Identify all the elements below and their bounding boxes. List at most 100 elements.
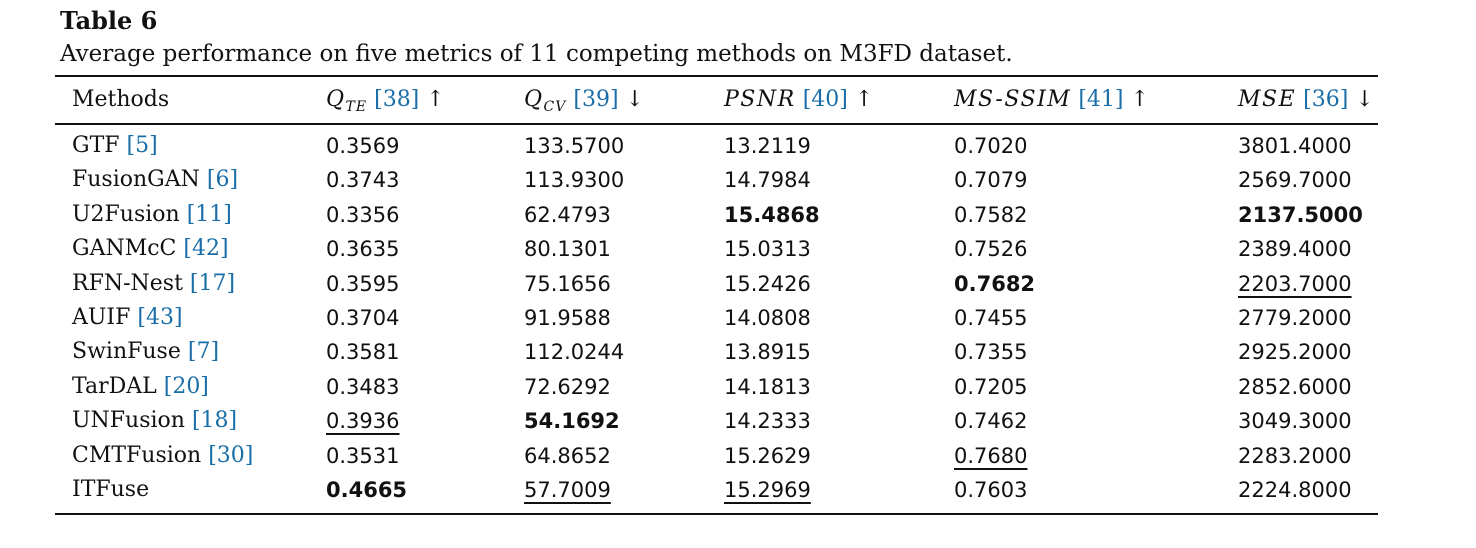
method-name: TarDAL: [72, 373, 157, 399]
method-citation: [17]: [189, 270, 236, 296]
metric-value-cell: 0.7462: [954, 409, 1028, 434]
header-metric: MS-SSIM: [954, 87, 1072, 112]
metric-value-cell: 133.5700: [524, 134, 625, 158]
metric-value-cell: 72.6292: [524, 374, 611, 399]
header-citation: [41]: [1078, 87, 1124, 112]
metric-value-cell: 0.3356: [326, 202, 400, 227]
metric-value-cell: 0.3595: [326, 271, 400, 296]
method-citation: [7]: [187, 339, 220, 365]
metric-value-cell: 0.3531: [326, 443, 400, 468]
arrow-up-icon: ↑: [426, 87, 445, 112]
metric-value-cell: 15.2969: [724, 478, 811, 502]
header-label: Methods: [72, 87, 170, 112]
method-name-cell: UNFusion [18]: [72, 407, 237, 435]
header-cell: QTE [38] ↑: [326, 86, 445, 121]
method-citation: [5]: [126, 133, 158, 158]
method-name-cell: TarDAL [20]: [72, 373, 209, 401]
header-cell: MS-SSIM [41] ↑: [954, 86, 1149, 114]
table-top-rule: [55, 75, 1378, 77]
method-name: RFN-Nest: [72, 270, 183, 296]
metric-value-cell: 15.2629: [724, 443, 811, 468]
metric-value-cell: 54.1692: [524, 409, 620, 434]
metric-value-cell: 0.7020: [954, 134, 1028, 158]
metric-value-cell: 13.2119: [724, 134, 811, 158]
metric-value-cell: 2925.2000: [1238, 340, 1352, 365]
header-metric: Q: [326, 87, 346, 112]
metric-value-cell: 15.4868: [724, 202, 820, 227]
method-name-cell: CMTFusion [30]: [72, 442, 253, 470]
method-name-cell: SwinFuse [7]: [72, 338, 219, 366]
metric-value-cell: 15.0313: [724, 237, 811, 262]
metric-value-cell: 0.3743: [326, 168, 400, 193]
metric-value-cell: 0.7603: [954, 478, 1028, 502]
method-citation: [18]: [191, 408, 238, 434]
method-citation: [20]: [163, 373, 209, 399]
metric-value-cell: 14.1813: [724, 374, 811, 399]
method-name: UNFusion: [72, 408, 185, 434]
metric-value-cell: 80.1301: [524, 237, 611, 262]
method-name-cell: RFN-Nest [17]: [72, 270, 235, 298]
header-metric: Q: [524, 87, 544, 112]
method-citation: [43]: [137, 305, 183, 330]
method-name: FusionGAN: [72, 167, 200, 193]
header-citation: [39]: [573, 87, 619, 112]
metric-value-cell: 75.1656: [524, 271, 611, 296]
metric-value-cell: 0.3581: [326, 340, 400, 365]
method-name: SwinFuse: [72, 339, 181, 365]
metric-value-cell: 2852.6000: [1238, 374, 1352, 399]
metric-value-cell: 0.7526: [954, 237, 1028, 262]
header-citation: [38]: [374, 87, 420, 112]
metric-value-cell: 14.7984: [724, 168, 811, 193]
method-name: GTF: [72, 133, 120, 158]
metric-value-cell: 0.7682: [954, 271, 1036, 296]
method-name: GANMcC: [72, 236, 177, 262]
method-name-cell: GTF [5]: [72, 132, 158, 160]
method-name-cell: GANMcC [42]: [72, 235, 229, 263]
method-citation: [6]: [206, 167, 239, 193]
metric-value-cell: 2283.2000: [1238, 443, 1352, 468]
metric-value-cell: 0.7355: [954, 340, 1028, 365]
metric-value-cell: 2203.7000: [1238, 271, 1352, 296]
header-citation: [40]: [802, 87, 848, 112]
arrow-down-icon: ↓: [1355, 87, 1374, 112]
metric-value-cell: 0.7079: [954, 168, 1028, 193]
table-header-rule: [55, 123, 1378, 125]
metric-value-cell: 64.8652: [524, 443, 611, 468]
header-cell: MSE [36] ↓: [1238, 86, 1374, 114]
metric-value-cell: 2224.8000: [1238, 478, 1352, 502]
metric-value-cell: 14.2333: [724, 409, 811, 434]
method-name: U2Fusion: [72, 201, 180, 227]
header-metric-subscript: TE: [345, 99, 368, 115]
header-cell: Methods: [72, 86, 169, 114]
metric-value-cell: 14.0808: [724, 306, 811, 330]
table-bottom-rule: [55, 513, 1378, 515]
metric-value-cell: 91.9588: [524, 306, 611, 330]
metric-value-cell: 2389.4000: [1238, 237, 1352, 262]
metric-value-cell: 0.7582: [954, 202, 1028, 227]
metric-value-cell: 62.4793: [524, 202, 611, 227]
metric-value-cell: 2137.5000: [1238, 202, 1363, 227]
method-name: ITFuse: [72, 477, 150, 502]
metric-value-cell: 15.2426: [724, 271, 811, 296]
method-name: CMTFusion: [72, 442, 202, 468]
method-name-cell: U2Fusion [11]: [72, 201, 232, 229]
header-cell: QCV [39] ↓: [524, 86, 644, 121]
metric-value-cell: 0.7205: [954, 374, 1028, 399]
header-metric-subscript: CV: [543, 99, 567, 115]
arrow-up-icon: ↑: [854, 87, 874, 112]
arrow-down-icon: ↓: [625, 87, 644, 112]
method-citation: [42]: [183, 236, 229, 262]
metric-value-cell: 3049.3000: [1238, 409, 1352, 434]
method-name-cell: ITFuse: [72, 476, 149, 504]
metric-value-cell: 3801.4000: [1238, 134, 1352, 158]
method-citation: [30]: [208, 442, 254, 468]
metric-value-cell: 0.3635: [326, 237, 400, 262]
metric-value-cell: 0.7455: [954, 306, 1028, 330]
header-metric: MSE: [1238, 87, 1297, 112]
metric-value-cell: 112.0244: [524, 340, 625, 365]
arrow-up-icon: ↑: [1130, 87, 1149, 112]
metric-value-cell: 57.7009: [524, 478, 611, 502]
metric-value-cell: 2779.2000: [1238, 306, 1352, 330]
metric-value-cell: 0.7680: [954, 443, 1028, 468]
method-name: AUIF: [72, 305, 131, 330]
